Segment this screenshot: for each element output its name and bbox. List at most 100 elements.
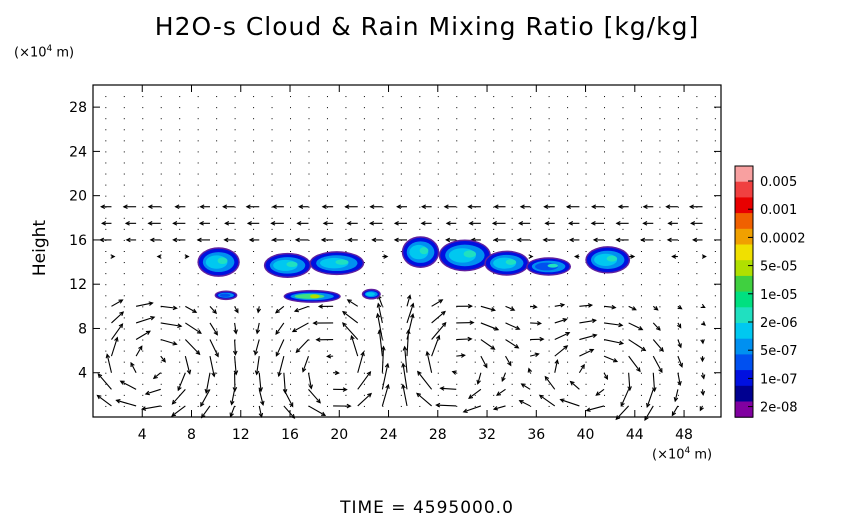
grid-dot	[474, 228, 476, 230]
wind-arrow	[519, 204, 531, 210]
grid-dot	[326, 173, 328, 175]
wind-arrow	[590, 221, 605, 226]
grid-dot	[363, 361, 365, 363]
grid-dot	[474, 151, 476, 153]
grid-dot	[567, 284, 569, 286]
cloud-patch	[361, 288, 381, 300]
grid-dot	[659, 339, 661, 341]
wind-arrow	[402, 345, 408, 373]
grid-dot	[160, 107, 162, 109]
grid-dot	[622, 195, 624, 197]
wind-arrow	[480, 322, 500, 331]
grid-dot	[474, 118, 476, 120]
grid-dot	[604, 284, 606, 286]
grid-dot	[530, 173, 532, 175]
grid-dot	[216, 107, 218, 109]
grid-dot	[640, 339, 642, 341]
grid-dot	[234, 317, 236, 319]
grid-dot	[714, 162, 716, 164]
wind-arrow	[538, 394, 556, 407]
wind-arrow	[333, 387, 348, 392]
grid-dot	[493, 251, 495, 252]
grid-dot	[326, 350, 328, 352]
grid-dot	[548, 173, 550, 175]
grid-dot	[604, 107, 606, 109]
grid-dot	[142, 339, 144, 341]
wind-arrow	[321, 204, 334, 210]
grid-dot	[160, 372, 162, 374]
grid-dot	[511, 405, 513, 407]
colorbar-label: 1e-05	[760, 288, 798, 303]
grid-dot	[382, 107, 384, 109]
grid-dot	[271, 394, 273, 396]
grid-dot	[308, 383, 310, 385]
grid-dot	[197, 328, 199, 330]
grid-dot	[308, 151, 310, 153]
grid-dot	[216, 206, 218, 208]
grid-dot	[622, 328, 624, 330]
wind-arrow	[135, 301, 154, 307]
wind-arrow	[198, 221, 210, 226]
grid-dot	[179, 184, 181, 186]
grid-dot	[437, 361, 439, 363]
grid-dot	[123, 107, 125, 109]
grid-dot	[437, 162, 439, 164]
grid-dot	[400, 195, 402, 197]
grid-dot	[456, 206, 458, 208]
chart-title: H2O-s Cloud & Rain Mixing Ratio [kg/kg]	[154, 12, 700, 41]
grid-dot	[234, 162, 236, 164]
wind-arrow	[677, 355, 683, 368]
grid-dot	[659, 162, 661, 164]
grid-dot	[567, 405, 569, 407]
grid-dot	[659, 129, 661, 131]
grid-dot	[123, 361, 125, 363]
wind-arrow	[445, 221, 457, 226]
grid-dot	[179, 361, 181, 363]
grid-dot	[548, 350, 550, 352]
grid-dot	[677, 361, 679, 363]
grid-dot	[234, 151, 236, 153]
grid-dot	[326, 372, 328, 374]
grid-dot	[493, 405, 495, 407]
grid-dot	[160, 383, 162, 385]
grid-dot	[585, 317, 587, 319]
grid-dot	[290, 96, 292, 98]
grid-dot	[456, 284, 458, 286]
wind-arrow	[171, 405, 186, 417]
grid-dot	[363, 405, 365, 407]
grid-dot	[548, 129, 550, 131]
grid-dot	[437, 350, 439, 352]
grid-dot	[493, 217, 495, 219]
grid-dot	[640, 306, 642, 308]
grid-dot	[622, 405, 624, 407]
cloud-patch	[526, 257, 572, 276]
wind-arrow	[530, 321, 542, 326]
grid-dot	[567, 306, 569, 308]
grid-dot	[253, 140, 255, 142]
wind-arrow	[579, 348, 595, 357]
grid-dot	[604, 129, 606, 131]
wind-arrow	[184, 339, 201, 356]
y-tick-label: 4	[78, 366, 87, 382]
colorbar-swatch	[735, 370, 753, 387]
wind-arrow	[603, 322, 624, 328]
grid-dot	[197, 162, 199, 164]
wind-arrow	[417, 370, 433, 390]
grid-dot	[123, 173, 125, 175]
grid-dot	[567, 173, 569, 175]
grid-dot	[604, 118, 606, 120]
grid-dot	[585, 228, 587, 230]
grid-dot	[622, 118, 624, 120]
wind-arrow	[185, 322, 202, 334]
wind-arrow	[671, 254, 678, 259]
grid-dot	[142, 228, 144, 230]
grid-dot	[640, 262, 642, 264]
grid-dot	[216, 151, 218, 153]
grid-dot	[253, 173, 255, 175]
grid-dot	[474, 295, 476, 297]
grid-dot	[567, 217, 569, 219]
grid-dot	[659, 317, 661, 319]
wind-arrow	[628, 254, 636, 259]
grid-dot	[197, 251, 199, 252]
grid-dot	[290, 306, 292, 308]
